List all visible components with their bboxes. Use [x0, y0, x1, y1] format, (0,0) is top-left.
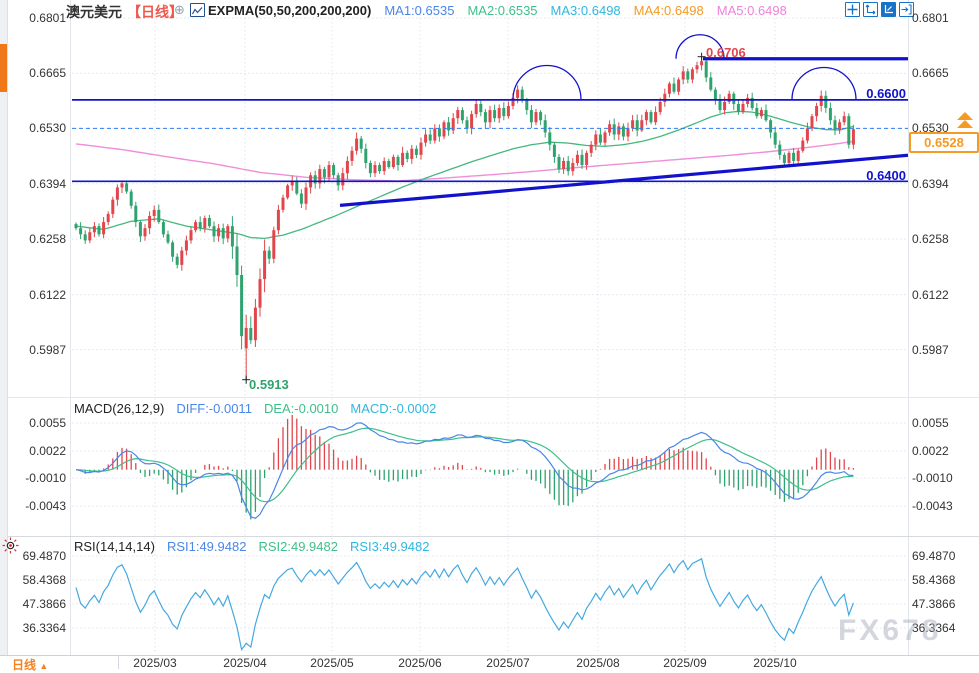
- axis-label: 36.3364: [912, 621, 956, 635]
- axis-label: 0.6394: [29, 176, 66, 191]
- month-label: 2025/03: [133, 656, 177, 670]
- axis-label: 0.6801: [29, 11, 66, 25]
- rsi-header: RSI(14,14,14) RSI1:49.9482 RSI2:49.9482 …: [74, 539, 429, 554]
- axis-label: 36.3364: [22, 621, 66, 635]
- indicator-name: EXPMA(50,50,200,200,200): [208, 3, 372, 18]
- plot-right-border: [908, 0, 909, 655]
- low-price-annotation: 0.5913: [249, 377, 289, 392]
- axis-label: 0.0022: [29, 444, 66, 459]
- macd-header: MACD(26,12,9) DIFF:-0.0011 DEA:-0.0010 M…: [74, 401, 436, 416]
- axis-label: 0.5987: [912, 342, 949, 357]
- ma-value: MA2:0.6535: [467, 3, 538, 18]
- ma-values: MA1:0.6535 MA2:0.6535 MA3:0.6498 MA4:0.6498…: [384, 3, 787, 18]
- axis-label: 0.0022: [912, 444, 949, 459]
- rsi3-value: RSI3:49.9482: [349, 539, 430, 554]
- axis-label: 58.4368: [22, 572, 66, 587]
- axis-label: 69.4870: [22, 548, 66, 563]
- axis-label: 0.0055: [29, 416, 66, 431]
- axis-label: 58.4368: [912, 572, 956, 587]
- axis-label: 0.6530: [29, 121, 66, 136]
- macd-diff-value: DIFF:-0.0011: [176, 401, 252, 416]
- ma-value: MA1:0.6535: [384, 3, 455, 18]
- high-price-annotation: 0.6706: [706, 45, 746, 60]
- date-axis-bar: [0, 655, 979, 670]
- chart-type-icon[interactable]: [190, 3, 205, 17]
- support-level-label: 0.6400: [866, 168, 906, 183]
- plot-left-border: [70, 0, 71, 655]
- axis-label: 0.5987: [29, 342, 66, 357]
- axis-label: -0.0010: [25, 471, 66, 486]
- ma-value: MA4:0.6498: [633, 3, 704, 18]
- left-strip-orange-marker: [0, 44, 7, 92]
- period-selector-label: 日线: [12, 658, 37, 672]
- axis-label: 0.6122: [29, 287, 66, 302]
- panel-separator-rsi: [8, 536, 979, 537]
- axis-label: 0.6122: [912, 287, 949, 302]
- macd-indicator-name: MACD(26,12,9): [74, 401, 165, 416]
- ma-value: MA5:0.6498: [716, 3, 787, 18]
- date-axis-divider: [118, 655, 119, 669]
- month-label: 2025/09: [663, 656, 707, 670]
- resistance-level-label: 0.6600: [866, 86, 906, 101]
- price-up-arrow-icon: [956, 112, 974, 134]
- macd-dea-value: DEA:-0.0010: [263, 401, 339, 416]
- rsi-indicator-name: RSI(14,14,14): [74, 539, 155, 554]
- axis-label: 47.3866: [22, 597, 66, 611]
- pan-crosshair-icon[interactable]: [845, 2, 860, 17]
- collapse-exit-icon[interactable]: [899, 2, 914, 17]
- panel-separator-macd: [8, 397, 979, 398]
- month-label: 2025/04: [223, 656, 267, 670]
- axis-label: 0.6801: [912, 11, 949, 25]
- rsi1-value: RSI1:49.9482: [166, 539, 247, 554]
- chart-toolbar: [845, 2, 914, 17]
- month-label: 2025/05: [310, 656, 354, 670]
- period-selector[interactable]: 日线 ▲: [12, 656, 48, 673]
- axis-label: 47.3866: [912, 597, 956, 611]
- ma-value: MA3:0.6498: [550, 3, 621, 18]
- axis-label: 0.6258: [29, 232, 66, 247]
- month-label: 2025/06: [398, 656, 442, 670]
- axis-label: 0.6394: [912, 176, 949, 191]
- indicator-settings-sun-icon[interactable]: [2, 537, 19, 559]
- axis-label: -0.0010: [912, 471, 953, 486]
- axis-zoom-icon[interactable]: [863, 2, 878, 17]
- axis-label: 0.0055: [912, 416, 949, 431]
- axis-label: -0.0043: [25, 499, 66, 514]
- watermark: FX678: [838, 614, 942, 647]
- axis-label: -0.0043: [912, 499, 953, 514]
- month-label: 2025/08: [576, 656, 620, 670]
- month-label: 2025/07: [486, 656, 530, 670]
- axis-label: 0.6258: [912, 232, 949, 247]
- macd-macd-value: MACD:-0.0002: [350, 401, 437, 416]
- period-label: 【日线】: [127, 4, 183, 20]
- indicator-row: EXPMA(50,50,200,200,200) MA1:0.6535 MA2:0…: [208, 3, 787, 18]
- left-strip: [0, 0, 8, 669]
- symbol-title: 澳元美元: [66, 4, 122, 20]
- rsi2-value: RSI2:49.9482: [258, 539, 338, 554]
- axis-label: 0.6530: [912, 121, 949, 136]
- chevron-up-icon: ▲: [39, 661, 49, 671]
- add-indicator-icon[interactable]: ⊕: [174, 2, 185, 17]
- month-label: 2025/10: [753, 656, 797, 670]
- axis-label: 69.4870: [912, 548, 956, 563]
- axis-scale-icon[interactable]: [881, 2, 896, 17]
- axis-label: 0.6665: [912, 66, 949, 81]
- axis-label: 0.6665: [29, 66, 66, 81]
- current-price-badge: 0.6528: [909, 132, 979, 153]
